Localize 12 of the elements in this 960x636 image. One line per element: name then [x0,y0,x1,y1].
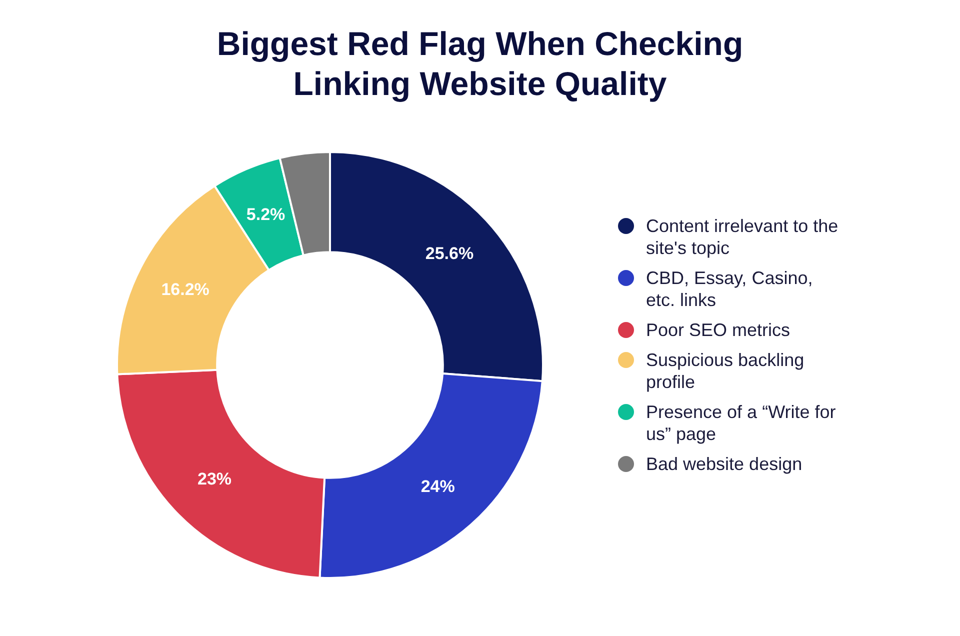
legend-label: Presence of a “Write for us” page [646,401,837,445]
legend-label: Bad website design [646,453,804,475]
data-label: 23% [197,470,232,489]
legend-label: CBD, Essay, Casino, etc. links [646,267,814,311]
legend-label: Suspicious backling profile [646,349,806,393]
data-label: 5.2% [246,204,286,224]
data-label: 16.2% [161,280,210,299]
data-label: 25.6% [425,244,474,263]
data-label: 24% [420,476,455,496]
legend-label: Content irrelevant to the site's topic [646,215,840,259]
chart-title: Biggest Red Flag When Checking Linking Website Quality [216,24,744,104]
legend-label: Poor SEO metrics [646,319,792,341]
